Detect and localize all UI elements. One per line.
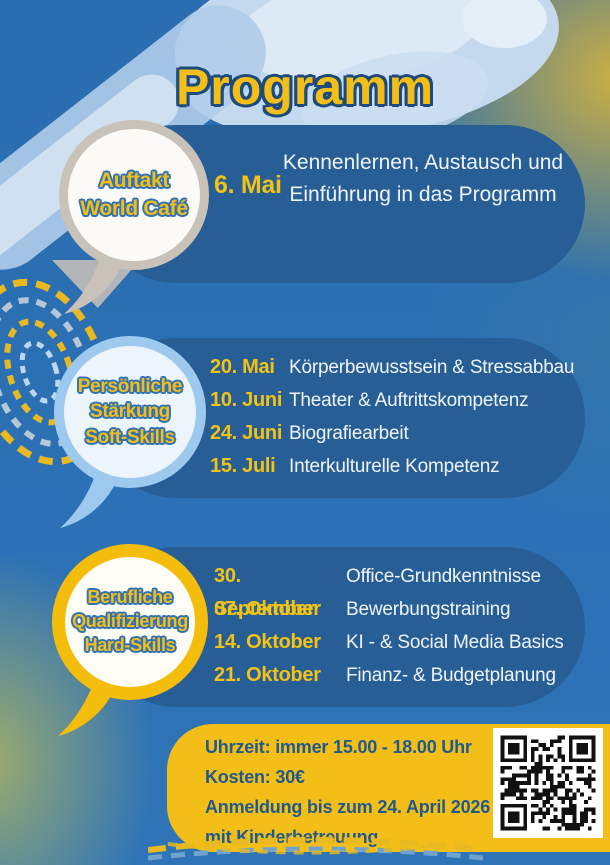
- schedule-row: 14. Oktober KI - & Social Media Basics: [214, 626, 564, 659]
- bubble-line: Persönliche: [77, 376, 183, 398]
- event-card-hard-skills: 30. September Office-Grundkenntnisse 07.…: [96, 547, 585, 707]
- event-topic: Biografiearbeit: [289, 423, 409, 444]
- bubble-label: Persönliche Stärkung Soft-Skills: [64, 374, 196, 449]
- event-topic: KI - & Social Media Basics: [346, 632, 564, 653]
- topic-bubble-soft-skills: Persönliche Stärkung Soft-Skills: [54, 336, 206, 488]
- event-date: 07. Oktober: [214, 598, 321, 620]
- schedule-list: 20. Mai Körperbewusstsein & Stressabbau …: [210, 351, 574, 483]
- info-line: Anmeldung bis zum 24. April 2026: [205, 797, 491, 817]
- event-date: 21. Oktober: [214, 664, 321, 686]
- info-line: Uhrzeit: immer 15.00 - 18.00 Uhr: [205, 737, 472, 757]
- watercolor-cloud: [462, 0, 547, 48]
- event-date: 15. Juli: [210, 455, 276, 477]
- schedule-row: 21. Oktober Finanz- & Budgetplanung: [214, 659, 564, 692]
- schedule-list: 30. September Office-Grundkenntnisse 07.…: [214, 560, 564, 692]
- event-date: 10. Juni: [210, 389, 283, 411]
- topic-bubble-hard-skills: Berufliche Qualifizierung Hard-Skills: [52, 544, 208, 700]
- bubble-label: Auftakt World Café: [68, 167, 200, 222]
- bubble-line: Soft-Skills: [85, 426, 175, 448]
- event-date: 20. Mai: [210, 356, 275, 378]
- schedule-row: 15. Juli Interkulturelle Kompetenz: [210, 450, 574, 483]
- event-topic: Theater & Auftrittskompetenz: [289, 390, 529, 411]
- event-topic: Bewerbungstraining: [346, 599, 511, 620]
- schedule-row: 07. Oktober Bewerbungstraining: [214, 593, 564, 626]
- speech-tail-icon: [64, 258, 120, 314]
- event-topic: Office-Grundkenntnisse: [346, 566, 541, 587]
- bubble-line: Berufliche: [87, 587, 173, 608]
- schedule-row: 30. September Office-Grundkenntnisse: [214, 560, 564, 620]
- speech-tail-icon: [60, 472, 116, 528]
- event-topic: Körperbewusstsein & Stressabbau: [289, 357, 575, 378]
- event-topic: Kennenlernen, Austausch und Einführung i…: [282, 151, 564, 206]
- bubble-line: World Café: [80, 197, 188, 220]
- info-line: Kosten: 30€: [205, 767, 305, 787]
- info-lines: Uhrzeit: immer 15.00 - 18.00 Uhr Kosten:…: [205, 732, 490, 852]
- topic-bubble-auftakt: Auftakt World Café: [59, 120, 209, 270]
- event-date: 6. Mai: [214, 171, 282, 199]
- bubble-line: Auftakt: [98, 169, 170, 193]
- schedule-row: 20. Mai Körperbewusstsein & Stressabbau: [210, 351, 574, 384]
- page-title: Programm: [175, 58, 435, 115]
- event-date: 14. Oktober: [214, 631, 321, 653]
- qr-code: [493, 728, 603, 838]
- bubble-line: Stärkung: [90, 401, 170, 423]
- event-topic: Finanz- & Budgetplanung: [346, 665, 556, 686]
- speech-tail-icon: [58, 680, 114, 736]
- event-date: 24. Juni: [210, 422, 283, 444]
- schedule-row: 10. Juni Theater & Auftrittskompetenz: [210, 384, 574, 417]
- bubble-line: Hard-Skills: [84, 634, 176, 655]
- event-date: 30. September: [214, 565, 315, 620]
- bubble-label: Berufliche Qualifizierung Hard-Skills: [65, 586, 195, 657]
- info-box: Uhrzeit: immer 15.00 - 18.00 Uhr Kosten:…: [167, 724, 610, 852]
- event-topic: Interkulturelle Kompetenz: [289, 456, 500, 477]
- bubble-line: Qualifizierung: [72, 611, 188, 632]
- schedule-row: 24. Juni Biografiearbeit: [210, 417, 574, 450]
- swirl-brush-icon: [148, 837, 483, 861]
